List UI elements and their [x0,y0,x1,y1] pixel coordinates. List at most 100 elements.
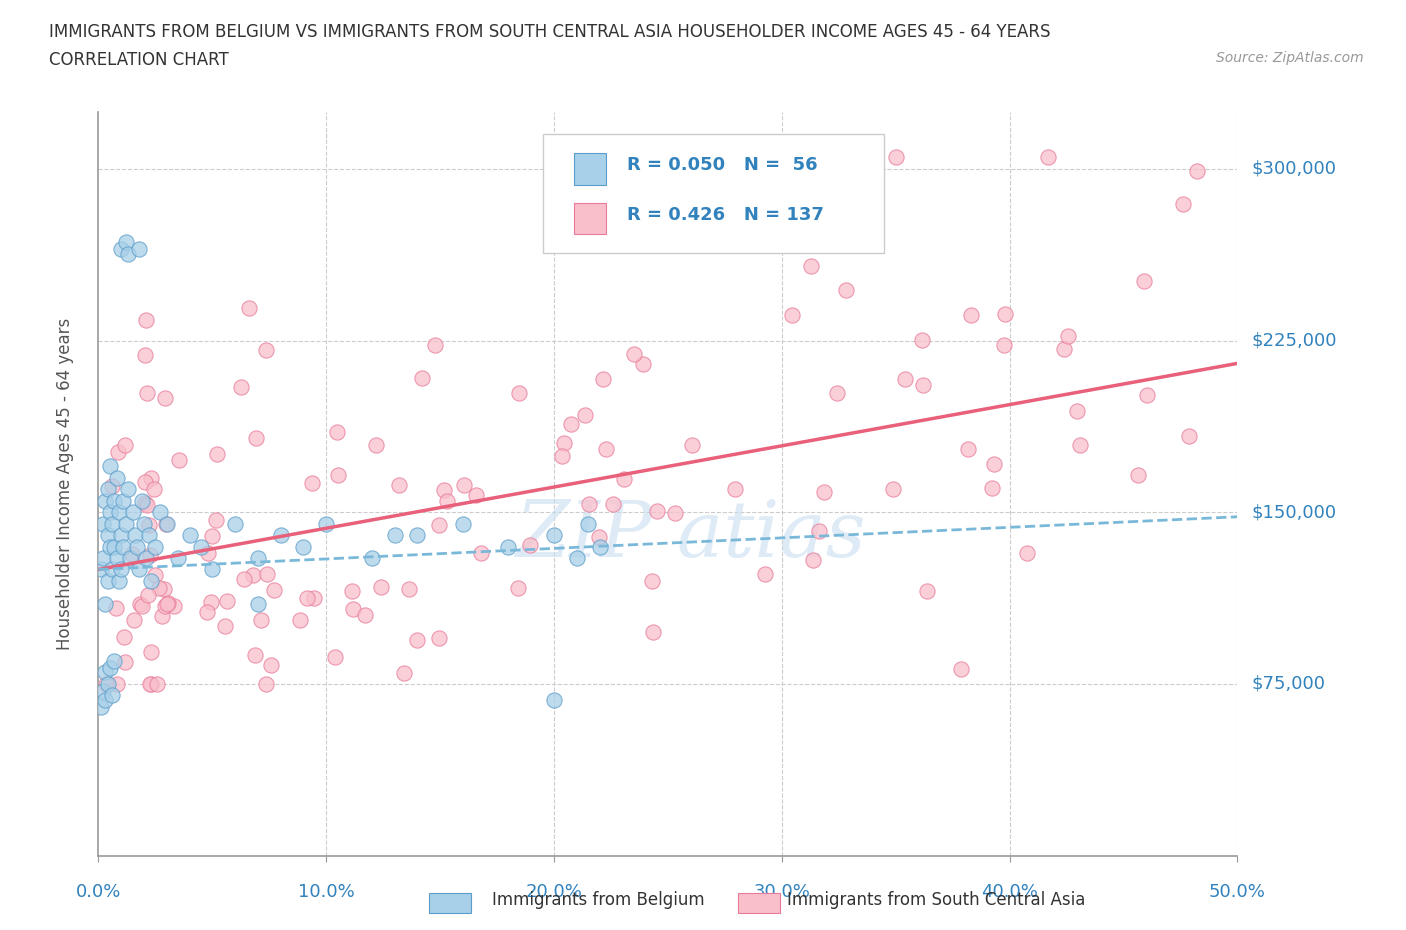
Point [101,562,124,577]
Point [105,551,128,565]
FancyBboxPatch shape [543,134,884,253]
Point [155,516,177,531]
Point [104,600,127,615]
Text: Immigrants from Belgium: Immigrants from Belgium [492,891,704,910]
Point [340,584,363,599]
Point [256,566,278,581]
Point [139,644,162,659]
Point [325,424,347,439]
Point [143,567,166,582]
Point [114,437,136,452]
Point [152,609,174,624]
Point [543,527,565,542]
Point [134,347,156,362]
Point [592,372,614,387]
Point [364,438,387,453]
Point [195,604,218,619]
Point [156,516,179,531]
Point [1056,328,1078,343]
Text: Source: ZipAtlas.com: Source: ZipAtlas.com [1216,51,1364,65]
Point [325,650,347,665]
Point [96,574,118,589]
Text: CORRELATION CHART: CORRELATION CHART [49,51,229,69]
Point [149,505,172,520]
Point [574,407,596,422]
Point [121,546,143,561]
Point [205,513,228,528]
Point [238,300,260,315]
Point [1178,429,1201,444]
Point [232,571,254,586]
FancyBboxPatch shape [575,203,606,234]
Point [560,416,582,431]
Point [96,527,118,542]
Point [138,527,160,542]
Point [384,527,406,542]
Point [301,475,323,490]
Point [270,527,292,542]
Point [105,676,128,691]
Point [98,505,121,520]
Point [801,552,824,567]
Point [451,516,474,531]
Point [114,234,136,249]
Point [136,385,159,400]
Point [157,595,180,610]
Point [91,684,114,698]
Point [128,242,150,257]
Point [124,527,146,542]
Text: ZIP atias: ZIP atias [516,498,866,574]
Point [983,457,1005,472]
Point [263,582,285,597]
Text: 30.0%: 30.0% [754,884,810,901]
Point [190,539,212,554]
Point [315,516,337,531]
Point [565,551,588,565]
Point [139,548,162,563]
Text: $150,000: $150,000 [1251,503,1336,521]
Point [1053,342,1076,357]
Point [613,472,636,486]
Point [110,527,132,542]
Point [243,647,266,662]
Point [146,676,169,691]
Point [465,488,488,503]
Point [197,545,219,560]
Point [894,372,917,387]
Point [214,618,236,633]
FancyBboxPatch shape [575,153,606,184]
Point [148,580,170,595]
Point [229,379,252,394]
Point [664,505,686,520]
Point [101,688,124,703]
Point [647,503,669,518]
Point [370,580,392,595]
Point [354,607,377,622]
Point [90,562,112,577]
Point [103,539,125,554]
Text: Immigrants from South Central Asia: Immigrants from South Central Asia [787,891,1085,910]
Text: 40.0%: 40.0% [981,884,1038,901]
Point [91,551,114,565]
Point [103,493,125,508]
Point [292,539,315,554]
Point [246,551,269,565]
Text: 50.0%: 50.0% [1209,884,1265,901]
Point [911,379,934,393]
Point [105,471,128,485]
Point [588,539,610,554]
Point [640,574,662,589]
Point [360,551,382,565]
Point [993,338,1015,352]
Point [1017,545,1039,560]
Point [576,516,599,531]
Point [602,497,624,512]
Point [224,516,246,531]
Point [163,599,186,614]
Point [91,516,114,531]
Point [201,528,224,543]
Point [108,505,131,520]
Point [328,468,350,483]
Point [406,527,429,542]
Point [411,370,433,385]
